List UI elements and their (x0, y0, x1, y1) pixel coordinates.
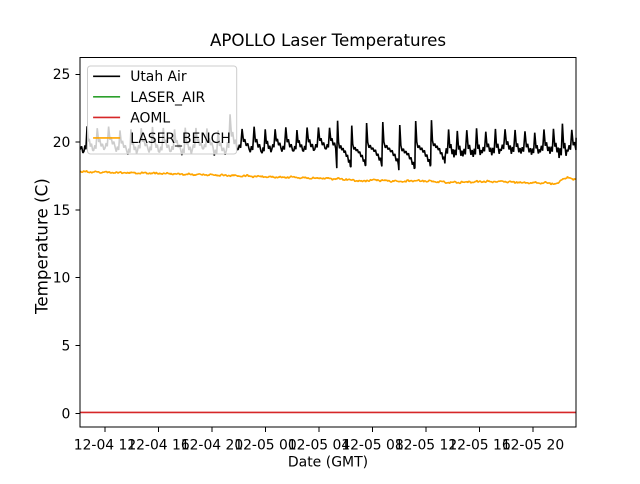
legend-label: AOML (130, 110, 170, 126)
x-tick-label: 12-05 04 (288, 437, 351, 453)
legend-label: Utah Air (130, 69, 187, 85)
y-axis-label: Temperature (C) (32, 178, 52, 315)
legend-label: LASER_BENCH (130, 131, 231, 147)
legend-label: LASER_AIR (130, 90, 205, 106)
x-axis-label: Date (GMT) (288, 454, 368, 470)
y-tick-label: 25 (53, 67, 71, 83)
x-tick-label: 12-05 00 (234, 437, 296, 453)
y-tick-labels: 0 5 10 15 20 25 (53, 67, 71, 422)
y-tick-label: 5 (62, 338, 71, 354)
axis-ticks (75, 73, 534, 432)
y-tick-label: 10 (53, 271, 71, 287)
y-tick-label: 20 (53, 135, 71, 151)
x-tick-label: 12-05 12 (395, 437, 457, 453)
y-tick-label: 0 (62, 406, 71, 422)
x-tick-label: 12-04 20 (181, 437, 243, 453)
chart-title: APOLLO Laser Temperatures (210, 30, 446, 50)
x-tick-label: 12-05 20 (502, 437, 564, 453)
legend-frame (87, 65, 238, 155)
x-tick-label: 12-05 08 (341, 437, 403, 453)
series-line-laser-bench (80, 169, 577, 186)
x-tick-label: 12-04 16 (127, 437, 189, 453)
x-tick-label: 12-04 12 (74, 437, 136, 453)
legend: Utah Air LASER_AIR AOML LASER_BENCH (87, 65, 238, 155)
x-tick-label: 12-05 16 (448, 437, 510, 453)
axes-frame (79, 57, 577, 428)
y-tick-label: 15 (53, 203, 71, 219)
